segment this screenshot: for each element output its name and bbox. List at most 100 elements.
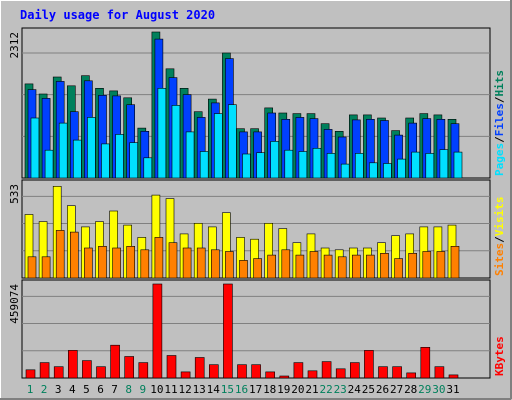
legend-item: Pages xyxy=(493,143,506,176)
bar-kbytes-day-25 xyxy=(364,350,374,379)
x-tick-label: 15 xyxy=(221,383,234,396)
bar-kbytes-day-5 xyxy=(82,360,92,379)
bar-kbytes-day-2 xyxy=(39,362,50,379)
bar-kbytes-day-28 xyxy=(406,372,417,379)
bar-pages-day-10 xyxy=(157,88,167,179)
x-tick-label: 19 xyxy=(277,383,290,396)
bar-sites-day-6 xyxy=(98,246,107,279)
x-tick-label: 6 xyxy=(97,383,104,396)
bar-sites-day-9 xyxy=(140,249,150,279)
bar-pages-day-14 xyxy=(214,113,223,179)
bar-pages-day-6 xyxy=(101,143,110,179)
x-axis-labels: 1 2 3 4 5 6 7 8 9 10 11 12 13 14 15 16 17 18 19 20 21 22 23 24 2… xyxy=(27,383,460,396)
panel-frame xyxy=(21,279,491,379)
bar-sites-day-28 xyxy=(408,253,418,279)
bar-sites-day-3 xyxy=(55,230,65,279)
bar-sites-day-7 xyxy=(112,247,121,279)
bar-sites-day-15 xyxy=(225,251,234,279)
bar-sites-day-19 xyxy=(281,249,291,279)
x-tick-label: 10 xyxy=(150,383,163,396)
bar-sites-day-20 xyxy=(295,254,305,279)
legend-item: Visits xyxy=(493,197,506,237)
x-tick-label: 25 xyxy=(362,383,375,396)
bar-pages-day-7 xyxy=(115,134,124,179)
x-tick-label: 2 xyxy=(41,383,48,396)
x-tick-label: 20 xyxy=(291,383,304,396)
bar-pages-day-18 xyxy=(270,141,280,179)
bar-sites-day-21 xyxy=(309,251,319,279)
legend-item: Sites xyxy=(493,243,506,276)
bar-pages-day-11 xyxy=(171,105,181,179)
bar-pages-day-29 xyxy=(425,153,435,179)
x-tick-label: 7 xyxy=(111,383,118,396)
panel-3: 459074 KBytes xyxy=(8,279,506,379)
bar-pages-day-21 xyxy=(312,148,322,179)
x-tick-label: 26 xyxy=(376,383,389,396)
bar-kbytes-day-16 xyxy=(237,364,247,379)
bar-kbytes-day-4 xyxy=(68,350,78,379)
bar-kbytes-day-14 xyxy=(209,364,219,379)
bar-kbytes-day-18 xyxy=(265,371,276,379)
bar-sites-day-14 xyxy=(211,249,220,279)
bar-kbytes-day-17 xyxy=(251,364,261,379)
x-tick-label: 11 xyxy=(164,383,177,396)
bar-sites-day-12 xyxy=(182,247,192,279)
x-tick-label: 24 xyxy=(348,383,362,396)
x-tick-label: 8 xyxy=(125,383,132,396)
y-max-label: 533 xyxy=(8,184,21,204)
bar-kbytes-day-13 xyxy=(194,357,205,379)
bar-pages-day-23 xyxy=(340,163,350,179)
bar-sites-day-11 xyxy=(168,242,178,279)
legend-item: / xyxy=(493,96,506,103)
x-tick-label: 22 xyxy=(319,383,332,396)
bar-kbytes-day-6 xyxy=(96,366,106,379)
bar-kbytes-day-21 xyxy=(307,370,318,379)
bar-sites-day-27 xyxy=(394,258,403,279)
bar-sites-day-29 xyxy=(422,251,432,279)
bar-sites-day-8 xyxy=(126,246,135,279)
x-tick-label: 3 xyxy=(55,383,62,396)
bar-pages-day-4 xyxy=(73,139,82,179)
bar-pages-day-26 xyxy=(383,163,392,179)
bar-pages-day-20 xyxy=(298,151,308,179)
bar-kbytes-day-15 xyxy=(223,283,233,379)
bar-pages-day-8 xyxy=(129,142,138,179)
bar-kbytes-day-23 xyxy=(335,368,346,379)
bar-kbytes-day-3 xyxy=(53,366,64,379)
bar-pages-day-16 xyxy=(242,153,251,179)
x-tick-label: 30 xyxy=(432,383,445,396)
bar-pages-day-31 xyxy=(453,151,463,179)
bar-pages-day-30 xyxy=(439,149,449,179)
x-tick-label: 16 xyxy=(235,383,248,396)
bar-kbytes-day-12 xyxy=(180,371,191,379)
legend-item: KBytes xyxy=(493,336,506,376)
bar-sites-day-25 xyxy=(366,254,375,279)
chart-title: Daily usage for August 2020 xyxy=(20,8,215,22)
legend-item: / xyxy=(493,136,506,143)
y-max-label: 2312 xyxy=(8,32,21,59)
x-tick-label: 4 xyxy=(69,383,76,396)
x-tick-label: 9 xyxy=(139,383,146,396)
bar-kbytes-day-19 xyxy=(279,375,290,379)
bar-kbytes-day-9 xyxy=(138,362,149,379)
bar-sites-day-23 xyxy=(337,256,347,279)
bar-sites-day-10 xyxy=(154,237,164,279)
x-tick-label: 18 xyxy=(263,383,276,396)
bar-pages-day-27 xyxy=(397,158,406,179)
bar-kbytes-day-7 xyxy=(110,344,120,379)
bar-pages-day-24 xyxy=(354,153,364,179)
bar-kbytes-day-27 xyxy=(392,366,402,379)
bar-kbytes-day-11 xyxy=(166,355,177,379)
legend-item: Hits xyxy=(493,70,506,97)
bar-kbytes-day-10 xyxy=(152,283,163,379)
bar-sites-day-30 xyxy=(436,251,446,279)
bar-sites-day-18 xyxy=(267,254,277,279)
bar-pages-day-13 xyxy=(199,151,209,179)
x-tick-label: 29 xyxy=(418,383,431,396)
bar-sites-day-1 xyxy=(27,256,37,279)
bar-pages-day-3 xyxy=(58,122,68,179)
y-max-label: 459074 xyxy=(8,284,21,324)
x-tick-label: 31 xyxy=(446,383,459,396)
